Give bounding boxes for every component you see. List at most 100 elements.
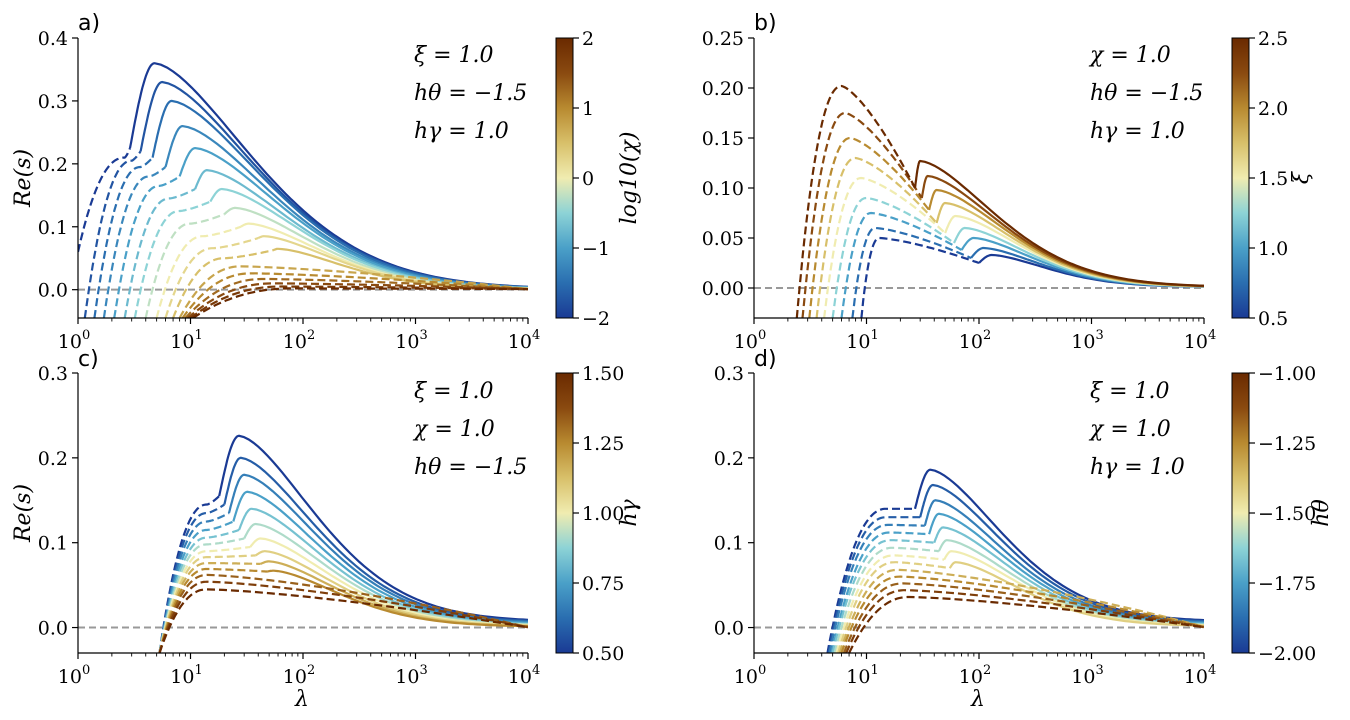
y-tick-label: 0.0 xyxy=(714,618,744,640)
unstable-branch-curve xyxy=(83,150,142,318)
y-tick-label: 0.25 xyxy=(702,28,744,50)
unstable-branch-curve xyxy=(158,573,528,653)
stable-branch-curve xyxy=(267,569,528,628)
stable-branch-curve xyxy=(943,550,1204,627)
unstable-branch-curve xyxy=(158,554,256,653)
stable-branch-curve xyxy=(937,539,1204,626)
panel-label: c) xyxy=(78,347,99,372)
panel-label: b) xyxy=(754,11,777,36)
unstable-branch-curve xyxy=(123,187,196,318)
x-tick-label: 100 xyxy=(58,663,90,688)
stable-branch-curve xyxy=(223,206,528,290)
annotation-line: χ = 1.0 xyxy=(1088,43,1171,68)
unstable-branch-curve xyxy=(837,561,951,653)
unstable-branch-curve xyxy=(78,147,132,253)
unstable-branch-curve xyxy=(189,285,528,318)
stable-branch-curve xyxy=(232,490,528,624)
x-tick-label: 102 xyxy=(283,663,315,688)
y-tick-label: 0.3 xyxy=(38,91,68,113)
colorbar-tick-label: 0.5 xyxy=(1258,308,1288,330)
unstable-branch-curve xyxy=(158,567,268,653)
x-tick-label: 100 xyxy=(734,663,766,688)
unstable-branch-curve xyxy=(155,225,242,318)
annotation-group: ξ = 1.0 hθ = −1.5 hγ = 1.0 xyxy=(414,43,527,144)
unstable-branch-curve xyxy=(102,166,167,318)
unstable-branch-curve xyxy=(178,265,528,318)
unstable-branch-curve xyxy=(192,287,528,318)
y-tick-label: 0.2 xyxy=(714,448,744,470)
panel-c: c) Re(s) λ ξ = 1.0 χ = 1.0 hθ = −1.5 hγ … xyxy=(11,347,642,712)
x-tick-label: 103 xyxy=(1071,663,1103,688)
unstable-branch-curve xyxy=(158,580,528,653)
colorbar-tick-label: 2.5 xyxy=(1258,28,1288,50)
y-tick-label: 0.3 xyxy=(38,363,68,385)
x-tick-label: 103 xyxy=(395,328,427,353)
unstable-branch-curve xyxy=(808,136,930,318)
x-tick-label: 104 xyxy=(508,328,540,353)
unstable-branch-curve xyxy=(158,503,225,653)
x-tick-label: 103 xyxy=(1071,328,1103,353)
y-tick-label: 0.4 xyxy=(38,28,68,50)
colorbar-tick-label: −1.50 xyxy=(1258,503,1316,525)
annotation-group: ξ = 1.0 χ = 1.0 hγ = 1.0 xyxy=(1088,379,1185,480)
panel-label: d) xyxy=(754,347,777,372)
colorbar-tick-label: 1.25 xyxy=(582,433,624,455)
unstable-branch-curve xyxy=(840,211,963,318)
series-group xyxy=(754,84,1204,318)
unstable-branch-curve xyxy=(835,554,945,653)
x-tick-label: 104 xyxy=(1184,663,1216,688)
annotation-line: ξ = 1.0 xyxy=(414,43,494,68)
annotation-line: hγ = 1.0 xyxy=(1090,455,1185,480)
stable-branch-curve xyxy=(218,434,528,621)
stable-branch-curve xyxy=(257,235,528,290)
unstable-branch-curve xyxy=(133,200,211,318)
annotation-line: χ = 1.0 xyxy=(412,417,495,442)
annotation-line: hθ = −1.5 xyxy=(1090,81,1203,106)
annotation-line: ξ = 1.0 xyxy=(414,379,494,404)
unstable-branch-curve xyxy=(845,589,1204,653)
x-tick-label: 101 xyxy=(170,328,202,353)
panel-label: a) xyxy=(78,11,100,36)
unstable-branch-curve xyxy=(860,236,980,318)
unstable-branch-curve xyxy=(172,248,275,318)
colorbar-tick-label: 1 xyxy=(582,98,594,120)
unstable-branch-curve xyxy=(184,277,528,318)
annotation-line: hγ = 1.0 xyxy=(414,119,509,144)
unstable-branch-curve xyxy=(831,196,955,318)
unstable-branch-curve xyxy=(113,175,181,318)
colorbar-tick-label: −2.00 xyxy=(1258,643,1316,665)
colorbar-label: hθ xyxy=(1309,499,1334,526)
colorbar xyxy=(555,372,574,654)
unstable-branch-curve xyxy=(158,562,261,653)
colorbar-tick-label: −1.75 xyxy=(1258,573,1316,595)
colorbar-tick-label: 1.5 xyxy=(1258,168,1288,190)
unstable-branch-curve xyxy=(833,546,939,653)
colorbar-tick-label: −1.25 xyxy=(1258,433,1316,455)
annotation-line: ξ = 1.0 xyxy=(1090,379,1170,404)
unstable-branch-curve xyxy=(181,272,528,318)
colorbar xyxy=(1231,372,1250,654)
y-tick-label: 0.15 xyxy=(702,128,744,150)
unstable-branch-curve xyxy=(838,568,1204,653)
unstable-branch-curve xyxy=(823,176,946,318)
y-tick-label: 0.05 xyxy=(702,228,744,250)
unstable-branch-curve xyxy=(795,84,916,318)
colorbar xyxy=(1231,37,1250,319)
x-tick-label: 103 xyxy=(395,663,427,688)
colorbar-tick-label: 1.50 xyxy=(582,363,624,385)
x-tick-label: 101 xyxy=(170,663,202,688)
annotation-line: hθ = −1.5 xyxy=(414,81,527,106)
unstable-branch-curve xyxy=(158,528,240,653)
series-group xyxy=(78,434,528,653)
y-tick-label: 0.20 xyxy=(702,78,744,100)
x-tick-label: 100 xyxy=(58,328,90,353)
colorbar xyxy=(555,37,574,319)
stable-branch-curve xyxy=(953,226,1204,288)
colorbar-tick-label: 1.00 xyxy=(582,503,624,525)
unstable-branch-curve xyxy=(187,282,528,318)
annotation-line: hγ = 1.0 xyxy=(1090,119,1185,144)
y-tick-label: 0.1 xyxy=(38,217,68,239)
unstable-branch-curve xyxy=(801,111,923,318)
colorbar-label: hγ xyxy=(617,498,642,526)
